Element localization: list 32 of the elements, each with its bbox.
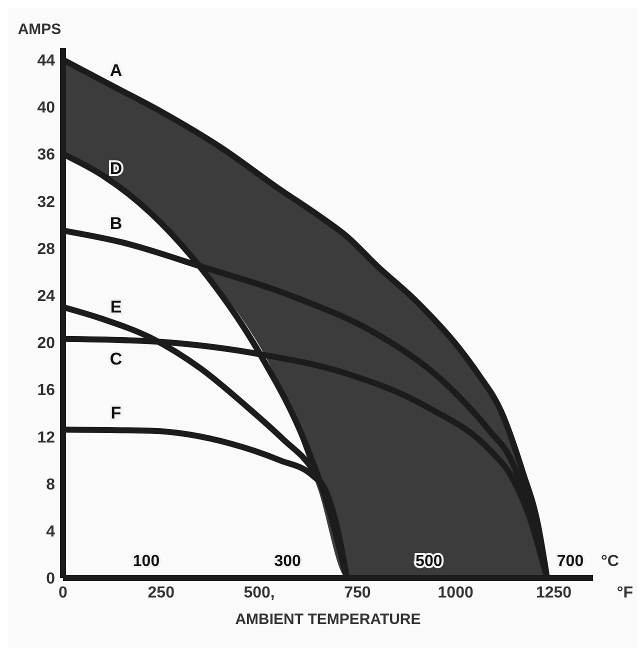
series-label: C: [110, 349, 122, 368]
x2-tick-label: 700: [556, 553, 584, 570]
text: °F: [616, 584, 634, 602]
y-tick-label: 44: [37, 52, 56, 70]
y-tick-label: 12: [37, 429, 56, 446]
x-tick-label: 500,: [244, 584, 275, 602]
y-tick-label: 20: [37, 335, 56, 352]
y-tick-label: 16: [37, 382, 56, 400]
series-label: A: [110, 60, 122, 80]
series-label: E: [110, 297, 122, 316]
y-tick-label: 36: [37, 146, 56, 164]
x-tick-label: 250: [148, 584, 175, 602]
x-axis-title: AMBIENT TEMPERATURE: [235, 611, 421, 628]
y-tick-label: 28: [37, 240, 56, 258]
series-label: F: [110, 403, 122, 422]
y-tick-label: 8: [46, 476, 56, 494]
x2-axis-title: °C: [601, 553, 620, 570]
series-label: B: [110, 214, 122, 234]
x2-tick-label: 500: [416, 553, 442, 570]
x2-tick-label: 300: [274, 553, 302, 570]
series-label: D: [110, 158, 122, 178]
y-tick-label: 24: [37, 288, 56, 306]
y-tick-label: 32: [37, 194, 56, 211]
x-tick-label: 1000: [438, 584, 474, 602]
x-tick-label: 750: [344, 584, 371, 602]
x2-tick-label: 100: [132, 553, 160, 570]
y-tick-label: 0: [46, 570, 56, 588]
y-axis-title: AMPS: [18, 21, 62, 38]
x-tick-label: 0: [58, 584, 68, 602]
y-tick-label: 4: [46, 524, 56, 541]
y-tick-label: 40: [37, 100, 56, 117]
x-tick-label: 1250: [536, 584, 572, 602]
